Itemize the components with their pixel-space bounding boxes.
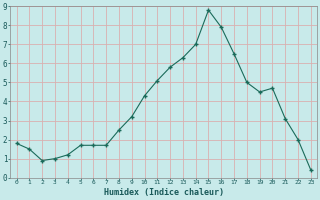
X-axis label: Humidex (Indice chaleur): Humidex (Indice chaleur) (104, 188, 224, 197)
